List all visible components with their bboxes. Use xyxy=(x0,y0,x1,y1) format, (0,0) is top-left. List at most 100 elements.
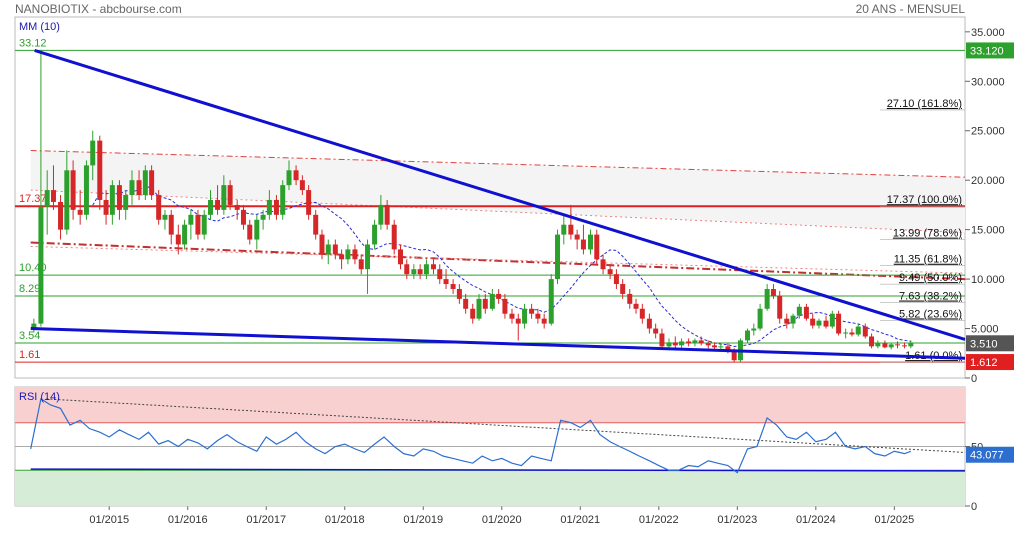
candle-body xyxy=(280,185,286,215)
candle-body xyxy=(38,206,44,324)
candle-body xyxy=(541,318,547,324)
candle-body xyxy=(372,224,378,245)
rsi-title: RSI (14) xyxy=(19,391,60,403)
candle-body xyxy=(391,224,397,250)
horizontal-level-label: 33.12 xyxy=(19,37,47,49)
candle-body xyxy=(247,224,253,240)
candle-body xyxy=(580,239,586,250)
x-tick-label: 01/2020 xyxy=(482,514,522,526)
horizontal-level-label: 3.54 xyxy=(19,330,40,342)
candle-body xyxy=(417,269,423,275)
candle-body xyxy=(672,342,678,346)
channel-line xyxy=(30,150,966,178)
candle-body xyxy=(653,328,659,334)
candle-body xyxy=(888,344,894,348)
candle-body xyxy=(568,224,574,235)
candle-body xyxy=(587,234,593,250)
candle-body xyxy=(855,326,861,335)
candle-body xyxy=(162,214,168,220)
price-badge-label: 1.612 xyxy=(970,357,998,369)
y-tick-label: 10.000 xyxy=(971,274,1005,286)
candle-body xyxy=(168,214,174,235)
candle-body xyxy=(862,326,868,337)
candle-body xyxy=(561,224,567,235)
candle-body xyxy=(149,170,155,196)
price-badge xyxy=(966,354,1014,371)
candle-body xyxy=(718,346,724,348)
candle-body xyxy=(175,234,181,245)
candle-body xyxy=(142,170,148,196)
candle-body xyxy=(659,333,665,347)
y-tick-label: 5.000 xyxy=(971,324,999,336)
candle-body xyxy=(810,318,816,326)
candle-body xyxy=(764,288,770,309)
candle-body xyxy=(129,180,135,196)
x-tick-label: 01/2018 xyxy=(325,514,365,526)
candle-body xyxy=(843,332,849,334)
candle-body xyxy=(352,249,358,260)
channel-line xyxy=(30,241,966,281)
candle-body xyxy=(103,199,109,215)
candle-body xyxy=(136,180,142,196)
candle-body xyxy=(796,306,802,316)
candle-body xyxy=(437,269,443,280)
fibonacci-label: 7.63 (38.2%) xyxy=(899,291,962,303)
candle-body xyxy=(332,244,338,255)
rsi-line xyxy=(30,397,912,474)
candle-body xyxy=(620,284,626,294)
candle-body xyxy=(731,351,737,361)
candle-body xyxy=(266,199,272,215)
candle-body xyxy=(64,170,70,230)
candle-body xyxy=(286,170,292,186)
rsi-y-tick-label: 0 xyxy=(971,501,977,513)
candle-body xyxy=(254,219,260,240)
candle-body xyxy=(489,293,495,309)
candle-body xyxy=(777,295,783,319)
candle-body xyxy=(757,308,763,329)
rsi-value-badge xyxy=(966,446,1014,463)
candle-body xyxy=(535,313,541,319)
trendline xyxy=(30,327,966,360)
x-tick-label: 01/2015 xyxy=(89,514,129,526)
candle-body xyxy=(613,274,619,285)
x-tick-label: 01/2021 xyxy=(560,514,600,526)
candle-body xyxy=(770,288,776,296)
x-tick-label: 01/2024 xyxy=(796,514,836,526)
rsi-trendline xyxy=(30,468,966,472)
chart-header-left: NANOBIOTIX - abcbourse.com xyxy=(15,2,182,16)
candle-body xyxy=(836,313,842,334)
candle-body xyxy=(529,308,535,314)
candle-body xyxy=(594,234,600,260)
candle-body xyxy=(97,140,103,200)
horizontal-level-label: 8.29 xyxy=(19,283,40,295)
candle-body xyxy=(803,306,809,319)
candle-body xyxy=(555,234,561,280)
moving-average-line xyxy=(92,185,911,347)
candle-body xyxy=(423,264,429,275)
y-tick-label: 15.000 xyxy=(971,225,1005,237)
candle-body xyxy=(463,298,469,309)
candle-body xyxy=(299,180,305,191)
candle-body xyxy=(397,249,403,265)
fibonacci-label: 13.99 (78.6%) xyxy=(893,228,962,240)
candle-body xyxy=(875,343,881,347)
candle-body xyxy=(646,318,652,329)
fibonacci-label: 5.82 (23.6%) xyxy=(899,308,962,320)
candle-body xyxy=(116,185,122,210)
candle-body xyxy=(607,269,613,275)
candle-body xyxy=(745,330,751,341)
fibonacci-label: 9.49 (50.0%) xyxy=(899,272,962,284)
price-badge-label: 3.510 xyxy=(970,338,998,350)
candle-body xyxy=(790,315,796,324)
indicator-label: MM (10) xyxy=(19,21,60,33)
candle-body xyxy=(227,185,233,205)
candle-body xyxy=(319,234,325,255)
candle-body xyxy=(908,343,914,347)
candle-body xyxy=(548,279,554,324)
candle-body xyxy=(70,170,76,210)
x-tick-label: 01/2025 xyxy=(874,514,914,526)
horizontal-level-label: 17.37 xyxy=(19,193,47,205)
candle-body xyxy=(358,259,364,270)
fibonacci-label: 17.37 (100.0%) xyxy=(887,194,962,206)
